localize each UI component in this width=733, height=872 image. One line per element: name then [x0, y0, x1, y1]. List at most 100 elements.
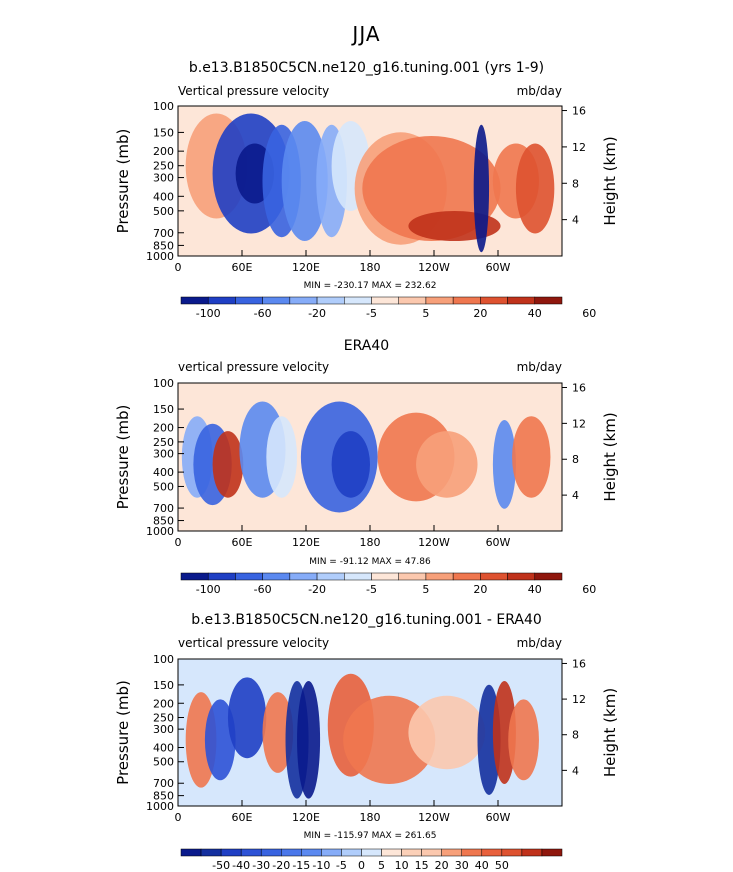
y2-tick-label: 12	[572, 141, 586, 154]
y-tick-label: 1000	[146, 250, 174, 263]
colorbar-swatch	[316, 572, 345, 581]
colorbar-swatch	[316, 296, 345, 305]
colorbar-swatch	[425, 572, 454, 581]
colorbar-swatch	[321, 848, 342, 857]
colorbar-swatch	[240, 848, 262, 857]
y-axis-label: Pressure (mb)	[114, 680, 132, 785]
x-tick-label: 60W	[486, 261, 511, 274]
colorbar-label: -10	[312, 859, 330, 872]
subtitle-right: mb/day	[517, 84, 562, 98]
y-tick-label: 150	[153, 679, 174, 692]
colorbar-swatch	[260, 848, 282, 857]
colorbar-swatch	[180, 848, 202, 857]
field-blob	[408, 695, 486, 770]
x-tick-label: 120E	[292, 536, 320, 549]
field-blob	[281, 121, 328, 241]
y2-axis-label: Height (km)	[601, 412, 619, 501]
y2-tick-label: 4	[572, 764, 579, 777]
colorbar-swatch	[220, 848, 242, 857]
field-blob	[508, 699, 539, 781]
colorbar-swatch	[207, 296, 236, 305]
x-tick-label: 120W	[418, 536, 450, 549]
y-tick-label: 200	[153, 422, 174, 435]
x-tick-label: 180	[360, 261, 381, 274]
colorbar-swatch	[200, 848, 222, 857]
y-tick-label: 500	[153, 756, 174, 769]
stats-text: MIN = -91.12 MAX = 47.86	[309, 557, 431, 567]
y-tick-label: 300	[153, 172, 174, 185]
field-blob	[297, 681, 321, 799]
colorbar-label: -20	[272, 859, 290, 872]
colorbar-swatch	[521, 848, 543, 857]
y-tick-label: 150	[153, 403, 174, 416]
x-tick-label: 0	[175, 811, 182, 824]
y-tick-label: 850	[153, 239, 174, 252]
panel-1-title: b.e13.B1850C5CN.ne120_g16.tuning.001 (yr…	[188, 60, 545, 76]
y-tick-label: 400	[153, 742, 174, 755]
colorbar-swatch	[441, 848, 462, 857]
plot-area-2	[178, 383, 562, 531]
y-tick-label: 100	[153, 653, 174, 666]
x-tick-label: 60E	[232, 536, 253, 549]
colorbar-swatch	[235, 572, 263, 581]
colorbar-swatch	[262, 572, 291, 581]
colorbar-label: 40	[528, 583, 542, 596]
colorbar-swatch	[480, 296, 508, 305]
colorbar-swatch	[452, 296, 481, 305]
field-blob	[227, 677, 267, 759]
y2-axis-label: Height (km)	[601, 136, 619, 225]
subtitle-left: vertical pressure velocity	[178, 360, 329, 374]
y2-axis-label: Height (km)	[601, 688, 619, 777]
colorbar-label: 30	[455, 859, 469, 872]
colorbar-swatch	[507, 296, 536, 305]
colorbar-swatch	[371, 296, 399, 305]
y-tick-label: 850	[153, 790, 174, 803]
x-tick-label: 120E	[292, 811, 320, 824]
colorbar-swatch	[501, 848, 523, 857]
y2-tick-label: 8	[572, 729, 579, 742]
colorbar-label: 40	[528, 307, 542, 320]
y-tick-label: 400	[153, 466, 174, 479]
x-tick-label: 180	[360, 536, 381, 549]
colorbar-swatch	[425, 296, 454, 305]
panel-2-title: ERA40	[343, 338, 390, 354]
y2-tick-label: 12	[572, 693, 586, 706]
y-tick-label: 200	[153, 697, 174, 710]
y-tick-label: 150	[153, 126, 174, 139]
field-blob	[262, 692, 294, 773]
colorbar-swatch	[344, 572, 372, 581]
colorbar-label: 50	[495, 859, 509, 872]
y-tick-label: 500	[153, 480, 174, 493]
colorbar-swatch	[452, 572, 481, 581]
x-tick-label: 180	[360, 811, 381, 824]
field-blob	[331, 431, 370, 498]
y-tick-label: 1000	[146, 800, 174, 813]
colorbar-label: -30	[252, 859, 270, 872]
colorbar-label: -20	[308, 307, 326, 320]
colorbar-label: -20	[308, 583, 326, 596]
y-tick-label: 250	[153, 711, 174, 724]
field-blob	[416, 431, 478, 498]
colorbar-swatch	[534, 572, 563, 581]
panel-1: Vertical pressure velocity mb/day 100 150 20…	[114, 84, 619, 320]
y-tick-label: 100	[153, 100, 174, 113]
y2-tick-label: 8	[572, 453, 579, 466]
x-tick-label: 60W	[486, 536, 511, 549]
x-tick-label: 120E	[292, 261, 320, 274]
y2-tick-label: 16	[572, 105, 586, 118]
y2-tick-label: 16	[572, 381, 586, 394]
field-blob	[492, 420, 516, 509]
colorbar-swatch	[235, 296, 263, 305]
colorbar-label: 20	[473, 307, 487, 320]
colorbar-label: -100	[196, 307, 221, 320]
colorbar-label: 40	[475, 859, 489, 872]
y-tick-label: 250	[153, 160, 174, 173]
main-title: JJA	[352, 22, 381, 46]
subtitle-left: Vertical pressure velocity	[178, 84, 329, 98]
colorbar-label: 20	[435, 859, 449, 872]
subtitle-left: vertical pressure velocity	[178, 636, 329, 650]
colorbar-swatch	[381, 848, 402, 857]
y-tick-label: 250	[153, 436, 174, 449]
colorbar-swatch	[421, 848, 442, 857]
colorbar-label: 60	[582, 307, 596, 320]
